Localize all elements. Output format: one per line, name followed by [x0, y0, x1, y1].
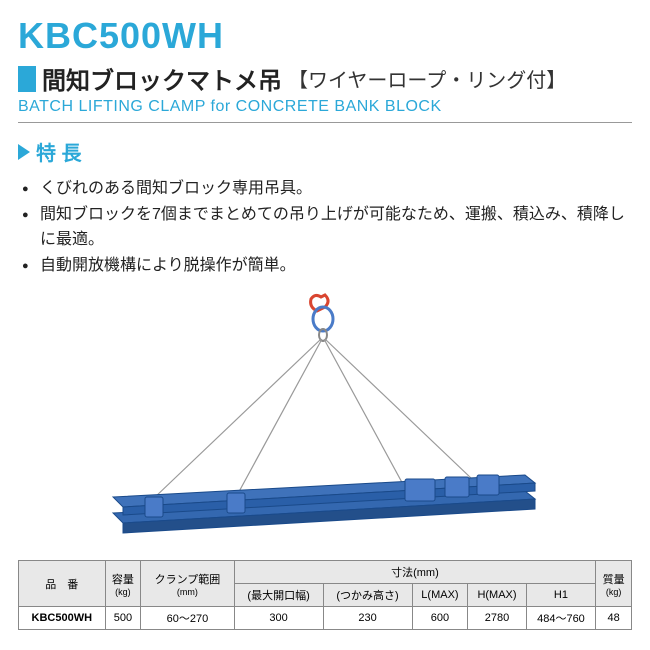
feature-item: 間知ブロックを7個までまとめての吊り上げが可能なため、運搬、積込み、積降しに最適… [22, 202, 632, 253]
td-capacity: 500 [105, 607, 141, 630]
table-row: KBC500WH 500 60～270 300 230 600 2780 484… [19, 607, 632, 630]
th-lmax: L(MAX) [412, 584, 468, 607]
td-clamp-range: 60～270 [141, 607, 234, 630]
th-max-open: (最大開口幅) [234, 584, 323, 607]
th-grip-height: (つかみ高さ) [323, 584, 412, 607]
th-dimensions: 寸法(mm) [234, 561, 596, 584]
title-square-icon [18, 66, 36, 92]
model-number: KBC500WH [18, 15, 632, 57]
section-title: 特 長 [36, 137, 82, 166]
feature-item: くびれのある間知ブロック専用吊具。 [22, 176, 632, 202]
title-row: 間知ブロックマトメ吊 【ワイヤーロープ・リング付】 [18, 61, 632, 96]
horizontal-rule [18, 122, 632, 123]
triangle-icon [18, 144, 30, 160]
th-partno: 品 番 [19, 561, 106, 607]
features-heading: 特 長 [18, 137, 632, 166]
td-h1: 484～760 [526, 607, 596, 630]
spec-table: 品 番 容量(kg) クランプ範囲(mm) 寸法(mm) 質量(kg) (最大開… [18, 560, 632, 630]
features-list: くびれのある間知ブロック専用吊具。 間知ブロックを7個までまとめての吊り上げが可… [18, 176, 632, 278]
td-max-open: 300 [234, 607, 323, 630]
td-grip-height: 230 [323, 607, 412, 630]
td-mass: 48 [596, 607, 632, 630]
td-partno: KBC500WH [19, 607, 106, 630]
product-diagram [18, 288, 632, 548]
th-mass: 質量(kg) [596, 561, 632, 607]
title-subtitle: 【ワイヤーロープ・リング付】 [288, 64, 566, 93]
feature-item: 自動開放機構により脱操作が簡単。 [22, 253, 632, 279]
th-h1: H1 [526, 584, 596, 607]
th-clamp-range: クランプ範囲(mm) [141, 561, 234, 607]
td-lmax: 600 [412, 607, 468, 630]
th-hmax: H(MAX) [468, 584, 526, 607]
td-hmax: 2780 [468, 607, 526, 630]
clamp-illustration [105, 291, 545, 546]
title-japanese: 間知ブロックマトメ吊 [42, 61, 282, 96]
th-capacity: 容量(kg) [105, 561, 141, 607]
title-english: BATCH LIFTING CLAMP for CONCRETE BANK BL… [18, 98, 632, 116]
